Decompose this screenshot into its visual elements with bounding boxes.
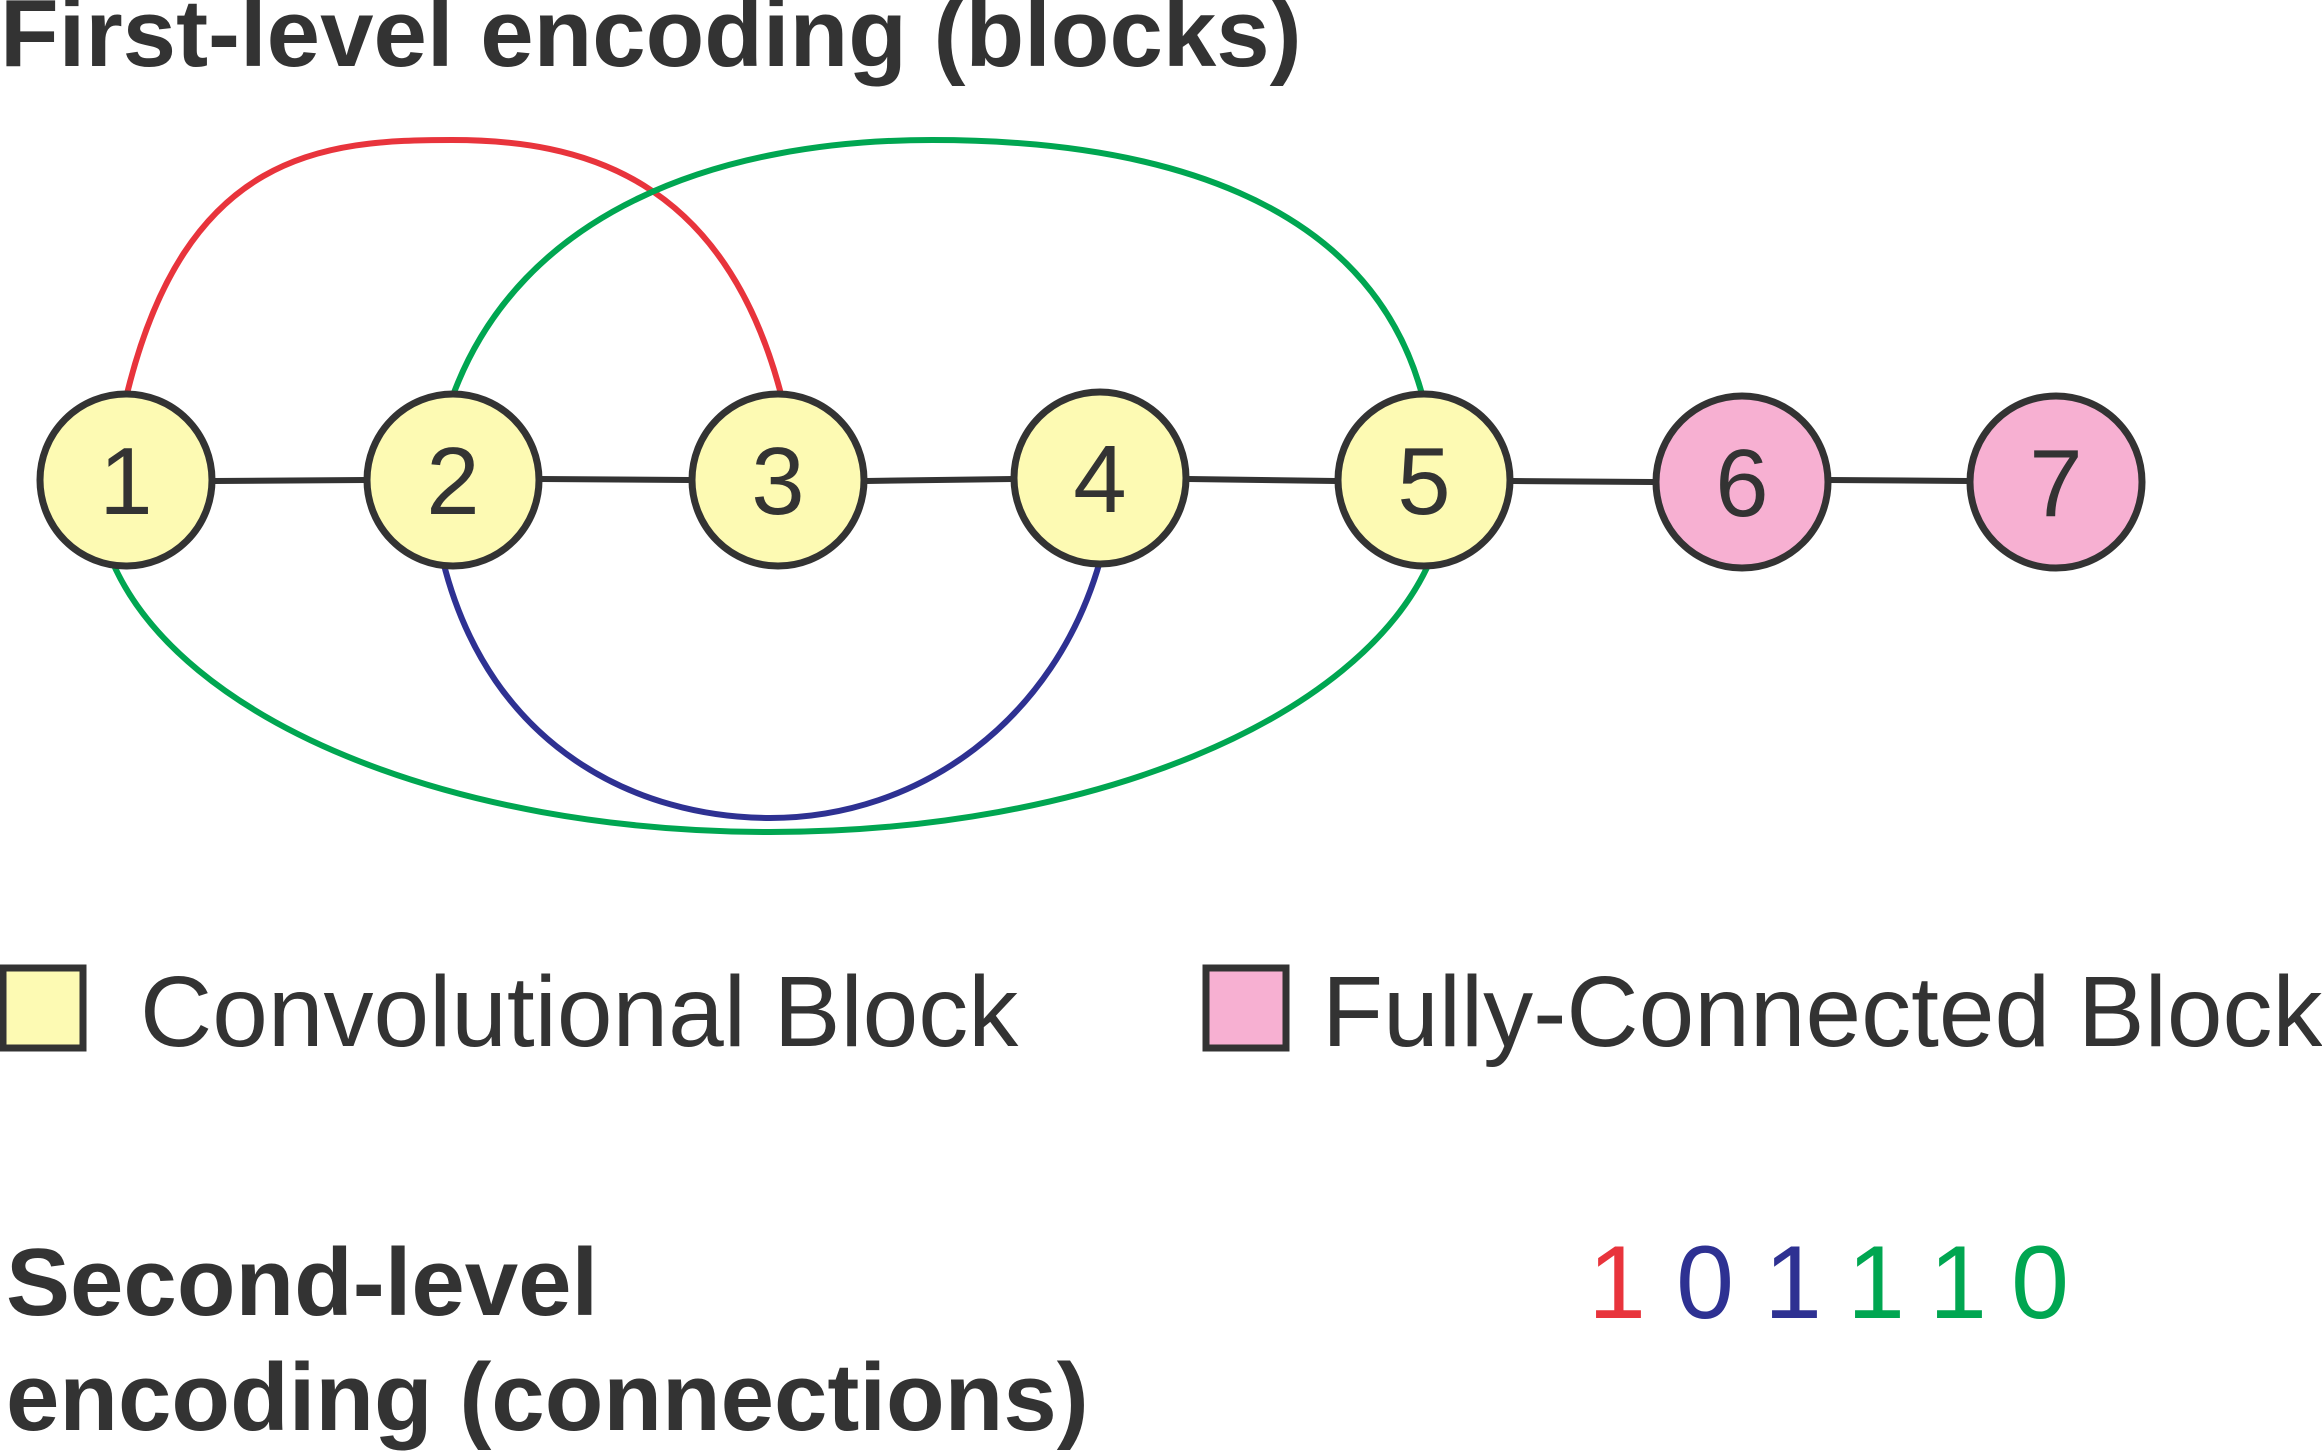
- block-node-4-label: 4: [1073, 426, 1126, 533]
- chain-edge-5-6: [1512, 478, 1656, 485]
- chain-edge-1-2: [213, 477, 367, 484]
- skip-connection-2-5: [449, 136, 1426, 400]
- encoding-bit-3: 1: [1764, 1225, 1822, 1341]
- block-node-2: 2: [363, 390, 543, 570]
- skip-connection-1-3: [123, 136, 785, 399]
- legend-item-convolutional: Convolutional Block: [0, 956, 1019, 1068]
- block-node-7-label: 7: [2029, 430, 2082, 537]
- encoding-bit-2: 0: [1676, 1225, 1734, 1341]
- nodes: 1 2 3 4 5 6 7: [36, 388, 2146, 572]
- block-node-6: 6: [1652, 392, 1832, 572]
- block-node-7: 7: [1966, 392, 2146, 572]
- chain-edge-2-3: [539, 476, 690, 483]
- block-node-1-label: 1: [99, 428, 152, 535]
- encoding-bit-1: 1: [1588, 1225, 1646, 1341]
- first-level-title: First-level encoding (blocks): [0, 0, 1302, 87]
- block-node-2-label: 2: [426, 428, 479, 535]
- legend-label-convolutional: Convolutional Block: [140, 956, 1019, 1068]
- block-node-5-label: 5: [1397, 428, 1450, 535]
- block-node-3-label: 3: [751, 428, 804, 535]
- encoding-bit-5: 1: [1929, 1225, 1987, 1341]
- legend: Convolutional Block Fully-Connected Bloc…: [0, 956, 2322, 1068]
- block-node-1: 1: [36, 390, 216, 570]
- block-node-3: 3: [688, 390, 868, 570]
- skip-connections: [109, 136, 1433, 836]
- chain-edge-3-4: [865, 476, 1014, 484]
- connection-encoding-bits: 1 0 1 1 1 0: [1588, 1225, 2069, 1341]
- block-node-4: 4: [1010, 388, 1190, 568]
- skip-connection-2-4: [440, 560, 1103, 822]
- legend-item-fully-connected: Fully-Connected Block: [1202, 956, 2322, 1068]
- chain-edge-4-5: [1187, 476, 1337, 484]
- block-node-6-label: 6: [1715, 430, 1768, 537]
- legend-swatch-fully-connected: [1202, 964, 1290, 1052]
- legend-swatch-convolutional: [0, 964, 87, 1052]
- chain-edges: [213, 476, 1970, 485]
- encoding-bit-6: 0: [2011, 1225, 2069, 1341]
- encoding-bit-4: 1: [1847, 1225, 1905, 1341]
- chain-edge-6-7: [1828, 477, 1970, 484]
- skip-connection-1-5: [109, 559, 1433, 836]
- second-level-title-line2: encoding (connections): [6, 1344, 1089, 1451]
- second-level-title-line1: Second-level: [6, 1229, 598, 1336]
- block-node-5: 5: [1334, 390, 1514, 570]
- legend-label-fully-connected: Fully-Connected Block: [1322, 956, 2322, 1068]
